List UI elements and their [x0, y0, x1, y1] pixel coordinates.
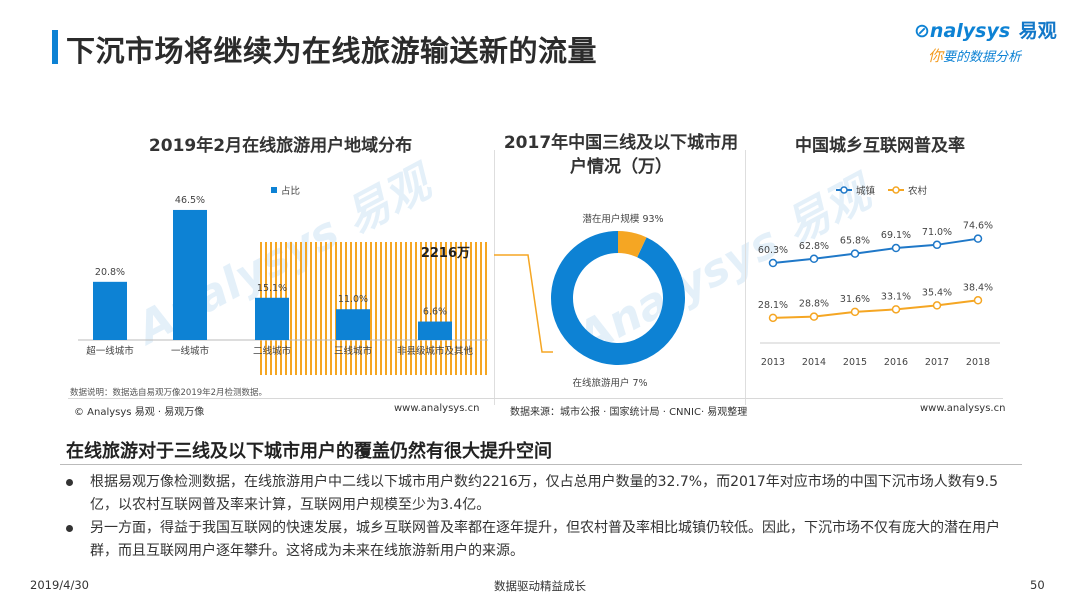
source-line: [68, 398, 1003, 399]
analysys-logo: ⊘nalysys 易观 你要的数据分析: [914, 16, 1064, 68]
connector-line: [494, 254, 553, 353]
data-point: [891, 305, 901, 314]
bullet-text: 根据易观万像检测数据，在线旅游用户中二线以下城市用户数约2216万，仅占总用户数…: [90, 474, 998, 513]
bar: [336, 309, 370, 340]
data-label: 33.1%: [881, 291, 911, 302]
series-line: [772, 299, 979, 319]
page-number: 50: [1030, 578, 1045, 592]
data-label: 35.4%: [922, 287, 952, 298]
data-label: 28.8%: [799, 299, 829, 310]
data-point: [809, 312, 819, 321]
donut-chart: 潜在用户规模 93% 在线旅游用户 7%: [494, 213, 685, 389]
data-label: 74.6%: [963, 221, 993, 232]
x-tick-label: 2013: [761, 357, 785, 368]
data-label: 31.6%: [840, 294, 870, 305]
logo-prefix: ⊘: [914, 20, 930, 42]
section-title: 在线旅游对于三线及以下城市用户的覆盖仍然有很大提升空间: [66, 441, 552, 462]
donut-slice: [551, 231, 685, 366]
x-tick-label: 2016: [884, 357, 908, 368]
slice-label: 潜在用户规模 93%: [582, 213, 663, 225]
data-point: [768, 313, 778, 323]
data-label: 60.3%: [758, 245, 788, 256]
x-tick-label: 2018: [966, 357, 990, 368]
logo-name: nalysys: [929, 20, 1011, 42]
x-tick-label: 2015: [843, 357, 867, 368]
data-point: [932, 240, 942, 250]
data-label: 69.1%: [881, 230, 911, 241]
bar-chart-title: 2019年2月在线旅游用户地域分布: [148, 136, 413, 156]
data-point: [768, 258, 778, 268]
bar-value-label: 15.1%: [257, 283, 287, 294]
bar: [173, 209, 207, 340]
title-accent-bar: [52, 30, 58, 64]
donut-slice: [551, 231, 685, 365]
data-point: [891, 243, 901, 253]
x-tick-label: 超一线城市: [86, 345, 134, 357]
line-chart-title: 中国城乡互联网普及率: [795, 136, 965, 156]
bar-chart: 20.8% 超一线城市 46.5% 一线城市 15.1% 二线城市 11.0% 三线城市 6.6…: [78, 185, 490, 375]
bullet-text: 另一方面，得益于我国互联网的快速发展，城乡互联网普及率都在逐年提升，但农村普及率…: [90, 520, 1000, 559]
data-label: 38.4%: [963, 282, 993, 293]
logo-wordmark: ⊘nalysys 易观: [914, 16, 1057, 43]
data-point: [809, 254, 819, 264]
donut-chart-title: 2017年中国三线及以下城市用户情况（万）: [503, 133, 739, 177]
bar-value-label: 46.5%: [175, 195, 205, 206]
bar-source-left: © Analysys 易观 · 易观万像: [74, 407, 205, 418]
data-point: [850, 249, 860, 258]
series-line: [772, 237, 979, 265]
bullet-item: 根据易观万像检测数据，在线旅游用户中二线以下城市用户数约2216万，仅占总用户数…: [64, 471, 1014, 517]
page-title: 下沉市场将继续为在线旅游输送新的流量: [66, 34, 598, 68]
annotation-label: 2216万: [421, 246, 470, 261]
data-point: [973, 234, 983, 243]
bar: [255, 297, 289, 340]
divider-right: [745, 150, 746, 405]
footer-slogan: 数据驱动精益成长: [494, 579, 586, 593]
bar-value-label: 20.8%: [95, 267, 125, 278]
slice-label: 在线旅游用户 7%: [572, 377, 647, 389]
logo-slogan-first: 你: [928, 47, 944, 65]
section-underline: [60, 464, 1022, 465]
bullet-dot: [66, 479, 73, 486]
divider-left: [494, 150, 495, 405]
line-chart: 城镇 农村 60.3% 62.8% 65.8% 69.1% 71.0% 74.6% 28.1% 2…: [758, 185, 1000, 368]
data-point: [973, 296, 983, 305]
bullet-item: 另一方面，得益于我国互联网的快速发展，城乡互联网普及率都在逐年提升，但农村普及率…: [64, 517, 1014, 563]
data-label: 65.8%: [840, 236, 870, 247]
legend-swatch: [271, 187, 277, 193]
data-point: [932, 301, 942, 310]
bar: [93, 281, 127, 340]
legend-marker: [892, 186, 900, 194]
data-label: 28.1%: [758, 300, 788, 311]
data-label: 71.0%: [922, 227, 952, 238]
bar-chart-note: 数据说明：数据选自易观万像2019年2月检测数据。: [70, 388, 268, 398]
x-tick-label: 2014: [802, 357, 826, 368]
data-label: 62.8%: [799, 241, 829, 252]
x-tick-label: 一线城市: [171, 345, 210, 357]
line-source-left: 数据来源：城市公报 · 国家统计局 · CNNIC· 易观整理: [510, 407, 748, 418]
bullet-dot: [66, 525, 73, 532]
highlight-region: [257, 242, 490, 375]
x-tick-label: 三线城市: [334, 345, 373, 357]
bar-value-label: 6.6%: [423, 307, 447, 318]
legend-label: 占比: [281, 185, 300, 197]
line-source-right: www.analysys.cn: [920, 403, 1006, 414]
bar: [418, 321, 452, 340]
logo-cn: 易观: [1018, 20, 1057, 42]
legend-label: 农村: [908, 185, 928, 197]
logo-slogan-rest: 要的数据分析: [943, 50, 1022, 65]
x-tick-label: 二线城市: [253, 345, 292, 357]
bar-value-label: 11.0%: [338, 294, 368, 305]
x-tick-label: 2017: [925, 357, 949, 368]
legend-label: 城镇: [856, 185, 876, 197]
legend-marker: [840, 186, 848, 194]
bar-source-right: www.analysys.cn: [394, 403, 480, 414]
footer-date: 2019/4/30: [30, 578, 89, 592]
logo-slogan: 你要的数据分析: [928, 45, 1021, 66]
data-point: [850, 307, 860, 317]
x-tick-label: 非县级城市及其他: [397, 345, 474, 357]
